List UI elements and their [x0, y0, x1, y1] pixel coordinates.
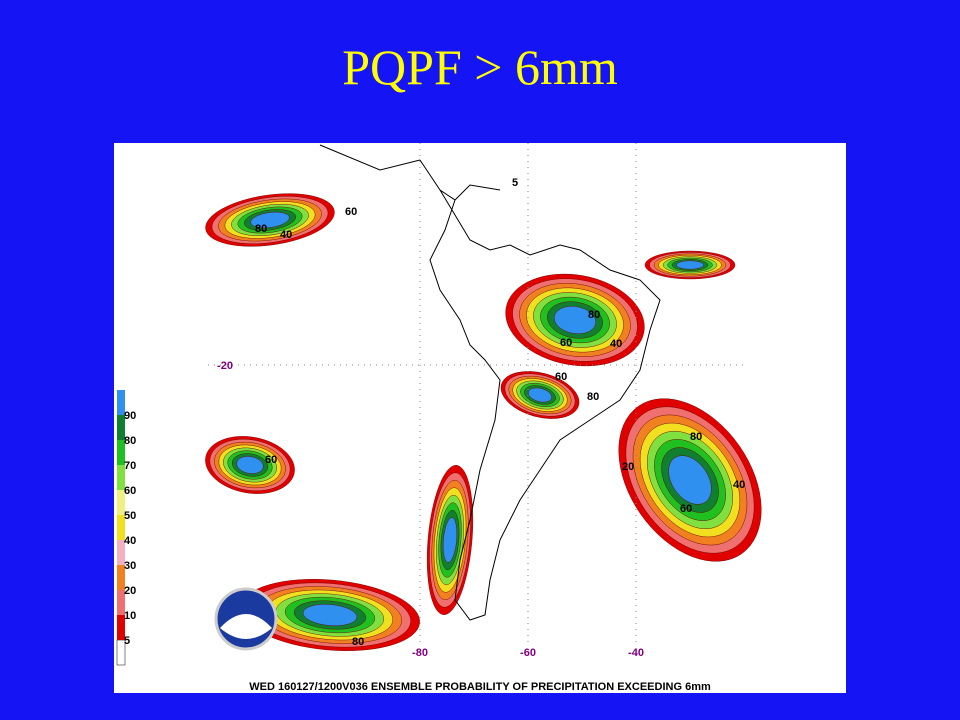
- precip-contour: [302, 604, 358, 626]
- contour-label: 60: [555, 371, 567, 383]
- precip-contour: [553, 306, 597, 334]
- contour-label: 60: [345, 206, 357, 218]
- legend-label: 60: [124, 485, 136, 497]
- slide-title: PQPF > 6mm: [342, 39, 618, 95]
- legend-label: 90: [124, 410, 136, 422]
- precip-contour: [668, 455, 712, 505]
- lat-label: -20: [217, 360, 233, 372]
- coastline: [419, 159, 661, 621]
- precip-areas: [205, 193, 762, 651]
- legend-swatch: [117, 565, 125, 590]
- contour-labels: 80 60 40 80 60 80 40 60 80 60 40 20 60 80 5: [255, 177, 745, 648]
- legend-swatch: [117, 415, 125, 440]
- contour-label: 80: [588, 309, 600, 321]
- lon-label: -80: [412, 647, 428, 659]
- legend-label: 5: [124, 635, 130, 647]
- noaa-logo: [214, 587, 278, 651]
- precip-contour: [442, 517, 458, 563]
- contour-label: 80: [352, 636, 364, 648]
- contour-label: 80: [587, 391, 599, 403]
- lon-label: -60: [520, 647, 536, 659]
- precip-contour: [250, 211, 290, 229]
- contour-label: 5: [512, 177, 518, 189]
- contour-label: 60: [680, 503, 692, 515]
- legend-swatch: [117, 515, 125, 540]
- legend: 5 10 20 30 40 50 60 70 80 90: [116, 390, 136, 666]
- contour-label: 20: [622, 461, 634, 473]
- contour-label: 80: [255, 223, 267, 235]
- legend-swatch: [117, 615, 125, 640]
- legend-label: 40: [124, 535, 136, 547]
- legend-swatch: [117, 390, 125, 415]
- legend-label: 10: [124, 610, 136, 622]
- legend-label: 30: [124, 560, 136, 572]
- contour-label: 60: [560, 337, 572, 349]
- precip-contour: [236, 456, 264, 474]
- legend-label: 20: [124, 585, 136, 597]
- contour-label: 40: [733, 479, 745, 491]
- precip-contour: [528, 387, 552, 403]
- lon-labels: -80 -60 -40: [412, 647, 644, 659]
- legend-label: 70: [124, 460, 136, 472]
- contour-label: 40: [280, 229, 292, 241]
- legend-swatch: [117, 540, 125, 565]
- logo-wave: [220, 614, 272, 639]
- legend-swatch: [117, 490, 125, 515]
- caption: WED 160127/1200V036 ENSEMBLE PROBABILITY…: [249, 681, 711, 693]
- contour-label: 60: [265, 454, 277, 466]
- contour-label: 40: [610, 338, 622, 350]
- precip-contour: [676, 260, 704, 270]
- legend-label: 80: [124, 435, 136, 447]
- graticule: [208, 143, 748, 645]
- legend-swatch: [117, 440, 125, 465]
- lon-label: -40: [628, 647, 644, 659]
- legend-swatch: [117, 465, 125, 490]
- legend-swatch: [117, 590, 125, 615]
- coastline: [319, 144, 501, 201]
- contour-label: 80: [690, 431, 702, 443]
- legend-label: 50: [124, 510, 136, 522]
